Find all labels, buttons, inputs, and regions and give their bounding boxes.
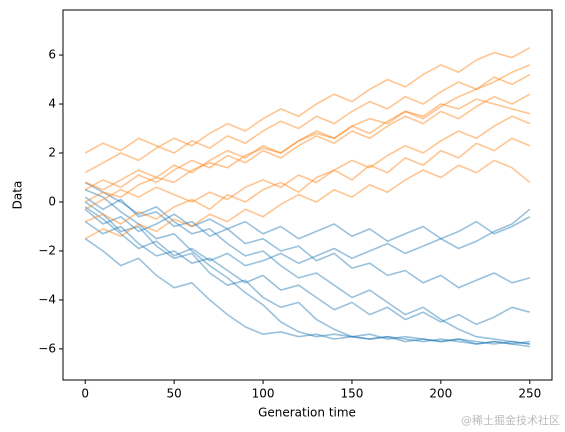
line-series	[84, 208, 531, 242]
x-tick-label: 150	[341, 387, 364, 401]
y-tick-label: −2	[38, 243, 56, 257]
y-tick-label: −4	[38, 292, 56, 306]
y-tick-label: 0	[48, 194, 56, 208]
line-series	[84, 188, 530, 348]
line-series	[84, 137, 531, 225]
y-tick-label: 4	[48, 97, 56, 111]
x-tick-label: 50	[166, 387, 181, 401]
line-series	[84, 64, 531, 191]
line-series	[84, 238, 530, 345]
line-series	[84, 220, 531, 326]
line-series	[84, 73, 531, 154]
watermark: @稀土掘金技术社区	[461, 413, 560, 427]
line-series	[84, 98, 531, 203]
line-series	[84, 201, 530, 345]
plot-frame	[62, 9, 553, 381]
line-series	[84, 46, 531, 174]
x-tick-label: 250	[518, 387, 541, 401]
line-series	[84, 196, 531, 289]
x-tick-label: 200	[429, 387, 452, 401]
line-series	[84, 206, 531, 267]
x-tick-label: 100	[252, 387, 275, 401]
line-series	[84, 93, 531, 191]
y-tick-label: −6	[38, 341, 56, 355]
line-series	[84, 181, 530, 345]
y-tick-label: 2	[48, 146, 56, 160]
y-tick-label: 6	[48, 48, 56, 62]
x-axis-label: Generation time	[258, 406, 356, 420]
x-tick-label: 0	[81, 387, 89, 401]
line-series	[84, 159, 531, 240]
y-axis-label: Data	[11, 181, 25, 210]
line-series	[84, 115, 531, 211]
